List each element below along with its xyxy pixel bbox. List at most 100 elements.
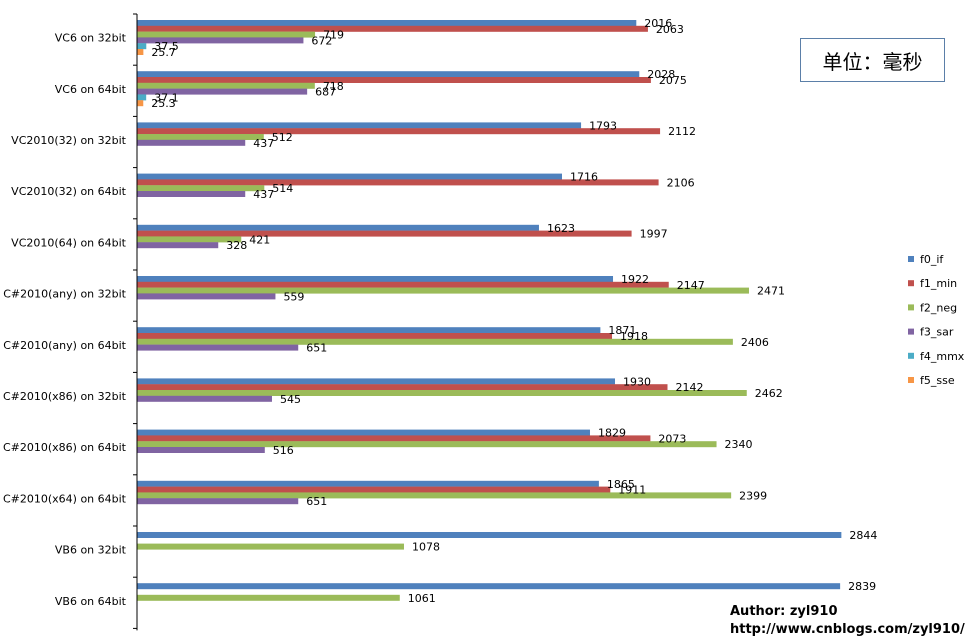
bar-f1_min bbox=[137, 230, 632, 237]
data-label-f1_min: 2142 bbox=[676, 381, 704, 394]
data-label-f2_neg: 2471 bbox=[757, 285, 785, 298]
bar-f3_sar bbox=[137, 293, 276, 300]
category-labels: VC6 on 32bit VC6 on 64bit VC2010(32) on 32… bbox=[3, 32, 127, 608]
bar-f1_min bbox=[137, 77, 651, 83]
data-label-f3_sar: 328 bbox=[226, 239, 247, 252]
unit-note-box: 单位：毫秒 bbox=[800, 38, 945, 82]
data-label-f0_if: 1871 bbox=[608, 324, 636, 337]
data-label-f1_min: 2106 bbox=[667, 176, 695, 189]
bar-f3_sar bbox=[137, 191, 246, 197]
bar-f2_neg bbox=[137, 543, 404, 550]
bar-f1_min bbox=[137, 281, 669, 288]
category-label: VC2010(32) on 64bit bbox=[11, 185, 127, 198]
bar-f0_if bbox=[137, 583, 841, 590]
category-label: C#2010(any) on 32bit bbox=[3, 288, 126, 301]
data-label-f0_if: 1793 bbox=[589, 119, 617, 132]
data-label-f1_min: 2063 bbox=[656, 23, 684, 36]
data-label-f0_if: 1829 bbox=[598, 427, 626, 440]
data-label-f2_neg: 512 bbox=[272, 131, 293, 144]
data-label-f2_neg: 514 bbox=[272, 182, 293, 195]
bar-f3_sar bbox=[137, 139, 246, 146]
bar-f0_if bbox=[137, 378, 615, 385]
data-label-f0_if: 2016 bbox=[644, 17, 672, 30]
category-label: C#2010(x64) on 64bit bbox=[3, 492, 127, 505]
data-label-f0_if: 2839 bbox=[848, 580, 876, 593]
bar-f3_sar bbox=[137, 344, 299, 351]
bar-f2_neg bbox=[137, 31, 316, 38]
category-label: VC2010(64) on 64bit bbox=[11, 236, 127, 249]
bar-f2_neg bbox=[137, 594, 400, 601]
bar-f3_sar bbox=[137, 395, 272, 402]
bar-f2_neg bbox=[137, 185, 265, 192]
bar-f4_mmx bbox=[137, 94, 147, 101]
legend-label-f0_if: f0_if bbox=[920, 253, 944, 266]
category-label: C#2010(x86) on 64bit bbox=[3, 441, 127, 454]
legend-swatch-f4_mmx bbox=[908, 352, 914, 359]
data-label-f2_neg: 421 bbox=[249, 233, 270, 246]
bar-f3_sar bbox=[137, 37, 304, 44]
bar-f4_mmx bbox=[137, 43, 147, 50]
data-label-f2_neg: 1061 bbox=[408, 592, 436, 605]
legend-swatch-f0_if bbox=[908, 256, 914, 262]
bar-f2_neg bbox=[137, 236, 242, 243]
data-label-f3_sar: 437 bbox=[253, 188, 274, 201]
legend-swatch-f1_min bbox=[908, 280, 914, 287]
bar-f0_if bbox=[137, 122, 582, 129]
bar-f0_if bbox=[137, 173, 562, 180]
category-label: VC2010(32) on 32bit bbox=[11, 134, 127, 147]
category-label: C#2010(x86) on 32bit bbox=[3, 390, 127, 403]
data-label-f0_if: 2844 bbox=[849, 529, 877, 542]
bars-layer bbox=[137, 20, 842, 601]
data-label-f2_neg: 1078 bbox=[412, 541, 440, 554]
bar-f1_min bbox=[137, 128, 661, 135]
bar-f0_if bbox=[137, 532, 842, 538]
bar-f3_sar bbox=[137, 498, 299, 505]
category-label: VC6 on 64bit bbox=[55, 83, 127, 96]
data-label-f2_neg: 718 bbox=[323, 80, 344, 93]
data-label-f3_sar: 559 bbox=[283, 290, 304, 303]
category-label: VC6 on 32bit bbox=[55, 32, 127, 45]
data-label-f2_neg: 2406 bbox=[741, 336, 769, 349]
bar-f1_min bbox=[137, 179, 659, 186]
legend-swatch-f5_sse bbox=[908, 377, 914, 383]
author-url: http://www.cnblogs.com/zyl910/ bbox=[730, 622, 965, 637]
bar-f0_if bbox=[137, 71, 640, 78]
bar-f0_if bbox=[137, 276, 614, 282]
data-label-f1_min: 1997 bbox=[640, 228, 668, 241]
bar-f2_neg bbox=[137, 134, 264, 140]
bar-f0_if bbox=[137, 429, 590, 436]
data-label-f3_sar: 516 bbox=[273, 444, 294, 457]
data-label-f0_if: 1865 bbox=[607, 478, 635, 491]
bar-f0_if bbox=[137, 20, 637, 26]
bar-f2_neg bbox=[137, 82, 315, 89]
data-label-f5_sse: 25.7 bbox=[151, 46, 176, 59]
data-label-f0_if: 1930 bbox=[623, 375, 651, 388]
bar-f1_min bbox=[137, 333, 613, 339]
data-label-f2_neg: 2340 bbox=[725, 438, 753, 451]
bar-f2_neg bbox=[137, 338, 733, 345]
bar-f2_neg bbox=[137, 287, 749, 294]
bar-f3_sar bbox=[137, 447, 265, 453]
legend-label-f4_mmx: f4_mmx bbox=[920, 350, 965, 363]
data-label-f3_sar: 437 bbox=[253, 137, 274, 150]
bar-f5_sse bbox=[137, 49, 144, 55]
data-label-f0_if: 1623 bbox=[547, 222, 575, 235]
data-label-f1_min: 2075 bbox=[659, 74, 687, 87]
bar-f1_min bbox=[137, 486, 611, 493]
data-label-f1_min: 1918 bbox=[620, 330, 648, 343]
bar-f2_neg bbox=[137, 492, 732, 499]
legend-swatch-f3_sar bbox=[908, 328, 914, 335]
bar-f0_if bbox=[137, 224, 539, 231]
bar-f0_if bbox=[137, 327, 601, 334]
author-credit: Author: zyl910 bbox=[730, 604, 838, 619]
unit-note: 单位：毫秒 bbox=[822, 49, 923, 74]
legend-label-f2_neg: f2_neg bbox=[920, 301, 957, 314]
data-label-f2_neg: 719 bbox=[323, 29, 344, 42]
legend-label-f1_min: f1_min bbox=[920, 277, 957, 290]
data-label-f1_min: 2073 bbox=[658, 432, 686, 445]
data-label-f2_neg: 2462 bbox=[755, 387, 783, 400]
bar-f5_sse bbox=[137, 100, 144, 107]
data-label-f2_neg: 2399 bbox=[739, 489, 767, 502]
data-label-f4_mmx: 37.1 bbox=[154, 91, 179, 104]
